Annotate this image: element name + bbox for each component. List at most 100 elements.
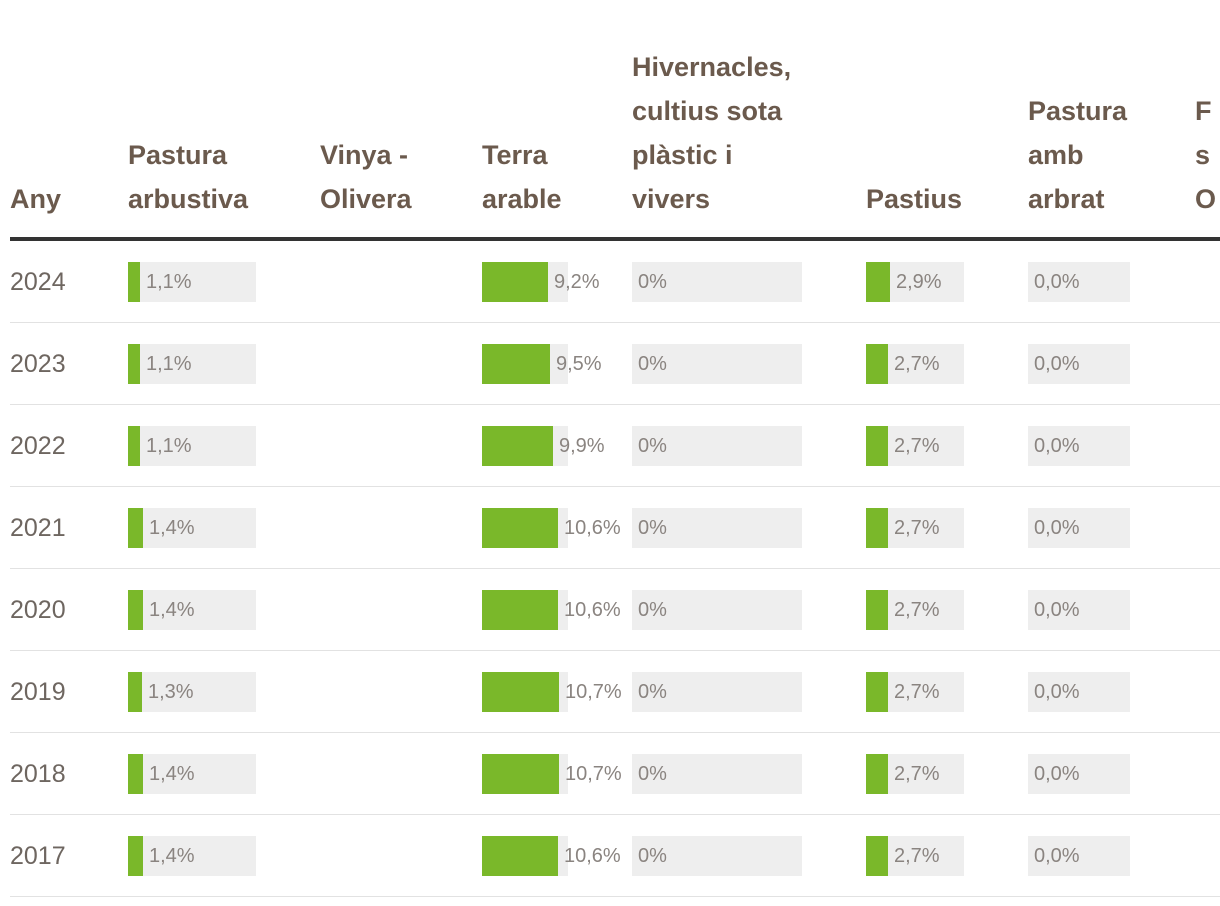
- bar-fill: [482, 262, 548, 302]
- bar-cell-pastura-arbustiva: 1,1%: [128, 262, 256, 302]
- bar-cell-pastius: 2,7%: [866, 672, 964, 712]
- bar-value-label: 0,0%: [1034, 435, 1080, 457]
- bar-cell-pastius: 2,9%: [866, 262, 964, 302]
- column-header-vinya-olivera: Vinya - Olivera: [320, 140, 412, 214]
- year-cell: 2024: [10, 268, 66, 296]
- bar-value-label: 2,7%: [894, 763, 940, 785]
- bar-value-label: 1,4%: [149, 599, 195, 621]
- bar-value-label: 0,0%: [1034, 271, 1080, 293]
- bar-value-label: 2,7%: [894, 845, 940, 867]
- bar-value-label: 9,5%: [556, 353, 602, 375]
- bar-value-label: 0%: [638, 681, 667, 703]
- bar-cell-pastura-arbrat: 0,0%: [1028, 344, 1130, 384]
- row-divider: [10, 322, 1220, 323]
- bar-fill: [128, 754, 143, 794]
- row-divider: [10, 486, 1220, 487]
- column-header-terra-arable: Terra arable: [482, 140, 562, 214]
- bar-fill: [128, 344, 140, 384]
- bar-value-label: 0,0%: [1034, 599, 1080, 621]
- bar-cell-pastura-arbustiva: 1,3%: [128, 672, 256, 712]
- column-header-hivernacles: Hivernacles, cultius sota plàstic i vive…: [632, 52, 792, 214]
- bar-cell-pastura-arbrat: 0,0%: [1028, 590, 1130, 630]
- year-cell: 2021: [10, 514, 66, 542]
- bar-cell-pastura-arbrat: 0,0%: [1028, 836, 1130, 876]
- bar-cell-pastius: 2,7%: [866, 754, 964, 794]
- bar-value-label: 2,7%: [894, 517, 940, 539]
- bar-cell-pastura-arbrat: 0,0%: [1028, 508, 1130, 548]
- table-row: 2017 1,4% 10,6% 0% 2,7% 0,0%: [10, 815, 1220, 897]
- bar-value-label: 10,6%: [564, 517, 621, 539]
- bar-cell-pastura-arbustiva: 1,4%: [128, 508, 256, 548]
- bar-fill: [866, 426, 888, 466]
- bar-fill: [866, 672, 888, 712]
- bar-value-label: 0,0%: [1034, 353, 1080, 375]
- bar-fill: [482, 426, 553, 466]
- bar-cell-hivernacles: 0%: [632, 754, 802, 794]
- bar-value-label: 1,4%: [149, 845, 195, 867]
- bar-value-label: 10,6%: [564, 599, 621, 621]
- bar-fill: [482, 590, 558, 630]
- bar-cell-hivernacles: 0%: [632, 672, 802, 712]
- bar-value-label: 0,0%: [1034, 763, 1080, 785]
- row-divider: [10, 568, 1220, 569]
- bar-cell-pastura-arbustiva: 1,4%: [128, 836, 256, 876]
- year-cell: 2023: [10, 350, 66, 378]
- bar-value-label: 10,6%: [564, 845, 621, 867]
- bar-value-label: 0%: [638, 763, 667, 785]
- bar-fill: [128, 262, 140, 302]
- bar-fill: [128, 508, 143, 548]
- bar-fill: [128, 590, 143, 630]
- bar-cell-pastius: 2,7%: [866, 508, 964, 548]
- bar-cell-pastura-arbustiva: 1,1%: [128, 426, 256, 466]
- year-cell: 2018: [10, 760, 66, 788]
- bar-value-label: 1,1%: [146, 353, 192, 375]
- bar-cell-pastius: 2,7%: [866, 344, 964, 384]
- bar-fill: [866, 836, 888, 876]
- column-header-truncated: F s O: [1195, 96, 1217, 214]
- bar-cell-hivernacles: 0%: [632, 262, 802, 302]
- bar-cell-pastura-arbustiva: 1,1%: [128, 344, 256, 384]
- column-header-any: Any: [10, 184, 62, 214]
- table-row: 2021 1,4% 10,6% 0% 2,7% 0,0%: [10, 487, 1220, 569]
- bar-cell-pastius: 2,7%: [866, 426, 964, 466]
- bar-value-label: 2,9%: [896, 271, 942, 293]
- table-row: 2019 1,3% 10,7% 0% 2,7% 0,0%: [10, 651, 1220, 733]
- table-row: 2024 1,1% 9,2% 0% 2,9% 0,0%: [10, 241, 1220, 323]
- table-row: 2020 1,4% 10,6% 0% 2,7% 0,0%: [10, 569, 1220, 651]
- bar-fill: [866, 754, 888, 794]
- bar-fill: [128, 426, 140, 466]
- land-use-table: Any Pastura arbustiva Vinya - Olivera Te…: [10, 0, 1220, 906]
- bar-fill: [482, 836, 558, 876]
- year-cell: 2020: [10, 596, 66, 624]
- row-divider: [10, 650, 1220, 651]
- bar-value-label: 2,7%: [894, 681, 940, 703]
- bar-cell-hivernacles: 0%: [632, 426, 802, 466]
- bar-value-label: 0,0%: [1034, 681, 1080, 703]
- bar-cell-pastura-arbustiva: 1,4%: [128, 590, 256, 630]
- bar-cell-pastura-arbrat: 0,0%: [1028, 262, 1130, 302]
- bar-cell-pastura-arbrat: 0,0%: [1028, 672, 1130, 712]
- bar-value-label: 0%: [638, 599, 667, 621]
- row-divider: [10, 814, 1220, 815]
- bar-value-label: 10,7%: [565, 763, 622, 785]
- bar-fill: [482, 508, 558, 548]
- bar-value-label: 0%: [638, 517, 667, 539]
- bar-value-label: 0,0%: [1034, 845, 1080, 867]
- bar-cell-terra-arable: 10,7%: [482, 672, 622, 712]
- bar-value-label: 0%: [638, 435, 667, 457]
- bar-fill: [482, 344, 550, 384]
- bar-value-label: 2,7%: [894, 599, 940, 621]
- bar-value-label: 1,4%: [149, 763, 195, 785]
- table-header: Any Pastura arbustiva Vinya - Olivera Te…: [10, 0, 1220, 243]
- bar-cell-pastura-arbrat: 0,0%: [1028, 754, 1130, 794]
- bar-cell-hivernacles: 0%: [632, 508, 802, 548]
- table-row: 2018 1,4% 10,7% 0% 2,7% 0,0%: [10, 733, 1220, 815]
- bar-cell-terra-arable: 9,2%: [482, 262, 600, 302]
- bar-value-label: 1,3%: [148, 681, 194, 703]
- bar-value-label: 9,9%: [559, 435, 605, 457]
- bar-cell-terra-arable: 10,6%: [482, 590, 621, 630]
- bar-value-label: 2,7%: [894, 353, 940, 375]
- bar-cell-hivernacles: 0%: [632, 344, 802, 384]
- bar-cell-hivernacles: 0%: [632, 590, 802, 630]
- bar-value-label: 1,1%: [146, 435, 192, 457]
